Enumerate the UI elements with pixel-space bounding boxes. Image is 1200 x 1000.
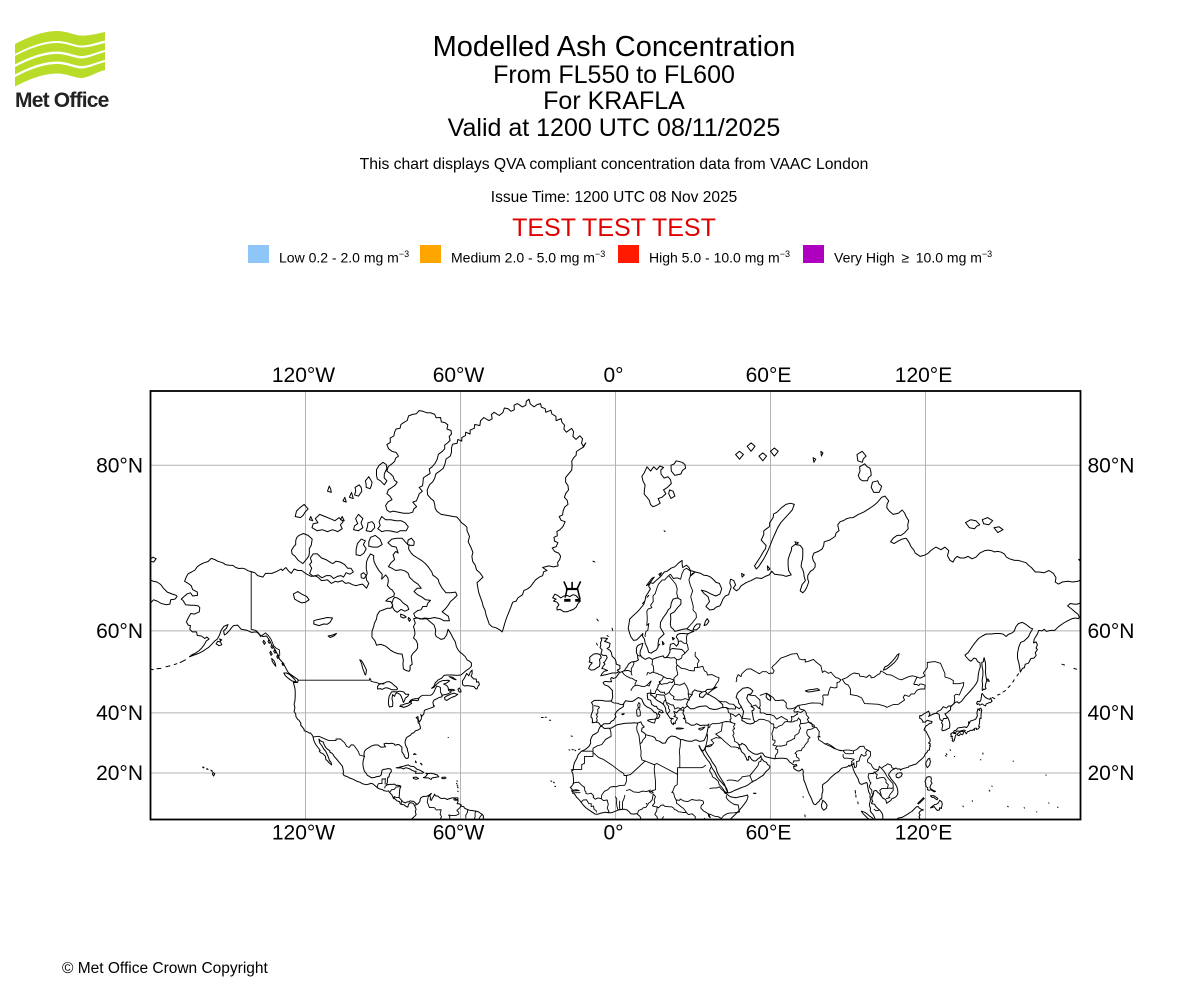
svg-text:40°N: 40°N [1088,702,1135,725]
svg-text:60°N: 60°N [1088,620,1135,643]
svg-text:0°: 0° [603,822,623,845]
svg-text:60°E: 60°E [746,364,792,387]
svg-text:120°E: 120°E [895,822,952,845]
svg-text:120°E: 120°E [895,364,952,387]
svg-text:60°W: 60°W [433,364,485,387]
svg-text:120°W: 120°W [272,822,335,845]
svg-text:60°W: 60°W [433,822,485,845]
svg-text:80°N: 80°N [96,454,143,477]
svg-text:20°N: 20°N [96,762,143,785]
svg-text:120°W: 120°W [272,364,335,387]
svg-text:80°N: 80°N [1088,454,1135,477]
svg-text:20°N: 20°N [1088,762,1135,785]
svg-text:40°N: 40°N [96,702,143,725]
svg-text:60°E: 60°E [746,822,792,845]
svg-text:60°N: 60°N [96,620,143,643]
svg-text:0°: 0° [603,364,623,387]
